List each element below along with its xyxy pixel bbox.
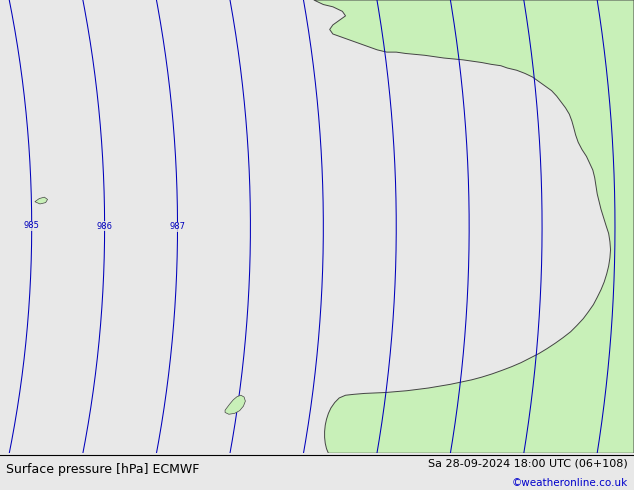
Text: Sa 28-09-2024 18:00 UTC (06+108): Sa 28-09-2024 18:00 UTC (06+108) [428,459,628,468]
Text: Surface pressure [hPa] ECMWF: Surface pressure [hPa] ECMWF [6,463,200,476]
PathPatch shape [314,0,634,453]
Text: ©weatheronline.co.uk: ©weatheronline.co.uk [512,478,628,488]
Text: 987: 987 [169,222,186,231]
Text: 985: 985 [23,221,40,230]
PathPatch shape [35,197,48,204]
PathPatch shape [225,395,245,414]
Text: 986: 986 [96,222,113,231]
